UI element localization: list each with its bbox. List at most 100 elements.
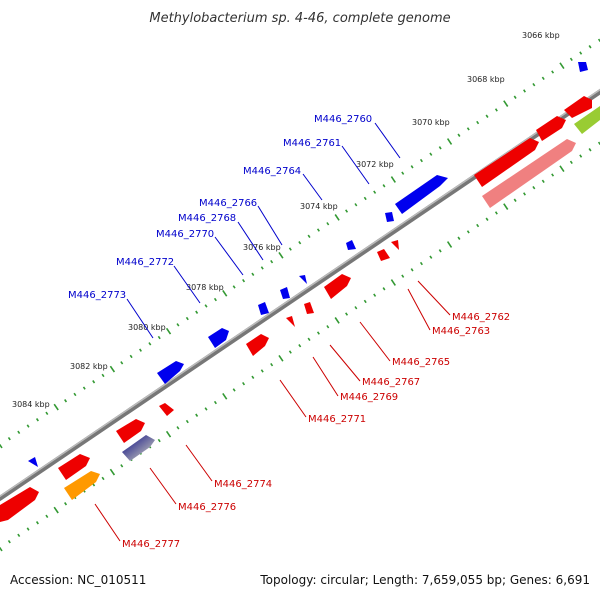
tick-mark	[204, 304, 208, 308]
forward-gene-arrow[interactable]	[28, 457, 38, 467]
forward-gene-arrow[interactable]	[157, 361, 184, 384]
tick-mark	[523, 192, 526, 196]
tick-mark	[213, 297, 217, 302]
gene-label-M446_2777[interactable]: M446_2777	[122, 539, 180, 550]
tick-mark	[588, 45, 592, 49]
gene-label-M446_2764[interactable]: M446_2764	[243, 166, 301, 177]
gene-label-M446_2761[interactable]: M446_2761	[283, 138, 341, 149]
tick-mark	[148, 342, 152, 346]
reverse-gene-arrow[interactable]	[536, 116, 566, 141]
tick-mark	[232, 388, 236, 392]
tick-mark	[569, 160, 573, 165]
reverse-gene-arrow[interactable]	[159, 403, 174, 416]
gene-label-M446_2767[interactable]: M446_2767	[362, 377, 420, 388]
gene-label-M446_2776[interactable]: M446_2776	[178, 502, 236, 513]
reverse-gene-arrow[interactable]	[116, 419, 145, 443]
tick-mark	[579, 51, 583, 55]
gene-label-M446_2766[interactable]: M446_2766	[199, 198, 257, 209]
reverse-gene-arrow[interactable]	[0, 487, 39, 522]
tick-mark	[101, 373, 105, 378]
tick-mark	[523, 89, 526, 93]
tick-mark	[139, 348, 142, 352]
forward-gene-arrow[interactable]	[258, 302, 269, 315]
tick-mark	[419, 261, 423, 266]
tick-label-3080: 3080 kbp	[128, 323, 166, 332]
tick-mark	[354, 203, 358, 207]
forward-gene-arrow[interactable]	[346, 240, 356, 250]
gene-label-M446_2762[interactable]: M446_2762	[452, 312, 510, 323]
tick-mark	[232, 285, 236, 289]
tick-mark	[242, 278, 246, 283]
reverse-gene-arrow[interactable]	[286, 316, 295, 327]
tick-mark	[288, 350, 292, 354]
tick-mark	[457, 236, 461, 240]
tick-mark	[7, 539, 11, 544]
reverse-gene-arrow[interactable]	[377, 249, 390, 261]
tick-mark	[466, 127, 470, 131]
forward-gene-arrow[interactable]	[395, 175, 448, 214]
reverse-gene-arrow[interactable]	[474, 138, 539, 187]
gene-label-M446_2773[interactable]: M446_2773	[68, 290, 126, 301]
gene-label-M446_2769[interactable]: M446_2769	[340, 392, 398, 403]
tick-mark	[446, 138, 453, 145]
gene-label-M446_2765[interactable]: M446_2765	[392, 357, 450, 368]
tick-mark	[466, 230, 470, 234]
tick-mark	[559, 62, 565, 70]
tick-mark	[17, 430, 21, 435]
reverse-gene-arrow-light[interactable]	[482, 139, 576, 208]
tick-mark	[503, 100, 509, 107]
tick-mark	[429, 255, 433, 259]
tick-mark	[35, 418, 39, 422]
gene-label-M446_2774[interactable]: M446_2774	[214, 479, 272, 490]
tick-mark	[597, 38, 600, 43]
outer-tick-track	[0, 38, 600, 449]
tick-mark	[597, 141, 600, 146]
tick-mark	[129, 354, 133, 359]
gene-label-M446_2763[interactable]: M446_2763	[432, 326, 490, 337]
tick-mark	[176, 323, 180, 327]
tick-mark	[494, 211, 498, 215]
reverse-gene-arrow[interactable]	[564, 96, 592, 118]
gene-label-M446_2768[interactable]: M446_2768	[178, 213, 236, 224]
tick-mark	[401, 274, 405, 278]
tick-mark	[270, 259, 274, 264]
tick-mark	[316, 228, 320, 232]
tick-mark	[476, 120, 480, 125]
reverse-gene-arrow[interactable]	[246, 334, 269, 356]
tick-mark	[298, 344, 302, 348]
other-gene-arrow[interactable]	[574, 106, 600, 134]
reverse-gene-arrow[interactable]	[324, 274, 351, 299]
rna-gene-arrow[interactable]	[64, 471, 100, 500]
gene-label-M446_2772[interactable]: M446_2772	[116, 257, 174, 268]
reverse-gene-arrow[interactable]	[304, 302, 314, 314]
tick-mark	[457, 133, 461, 137]
gene-label-M446_2771[interactable]: M446_2771	[308, 414, 366, 425]
tick-mark	[326, 325, 330, 329]
tick-mark	[551, 70, 555, 74]
navy-gene-arrow[interactable]	[122, 435, 155, 461]
tick-mark	[588, 148, 592, 152]
tick-mark	[382, 287, 386, 291]
reverse-gene-arrow[interactable]	[58, 454, 90, 480]
tick-mark	[410, 268, 414, 272]
forward-gene-arrow[interactable]	[280, 287, 290, 299]
forward-gene-arrow[interactable]	[208, 328, 229, 348]
reverse-gene-arrow[interactable]	[391, 240, 399, 250]
tick-mark	[278, 251, 284, 259]
forward-genes	[28, 62, 588, 467]
forward-gene-arrow[interactable]	[578, 62, 588, 72]
tick-mark	[569, 57, 573, 62]
tick-mark	[345, 312, 349, 316]
tick-mark	[17, 533, 21, 538]
gene-label-M446_2760[interactable]: M446_2760	[314, 114, 372, 125]
tick-mark	[45, 514, 49, 519]
tick-mark	[307, 234, 311, 239]
tick-mark	[541, 179, 545, 184]
gene-label-M446_2770[interactable]: M446_2770	[156, 229, 214, 240]
forward-gene-arrow[interactable]	[299, 275, 307, 284]
tick-mark	[165, 430, 172, 438]
forward-gene-arrow[interactable]	[385, 212, 394, 222]
tick-mark	[438, 146, 442, 150]
reverse-genes	[0, 96, 600, 522]
